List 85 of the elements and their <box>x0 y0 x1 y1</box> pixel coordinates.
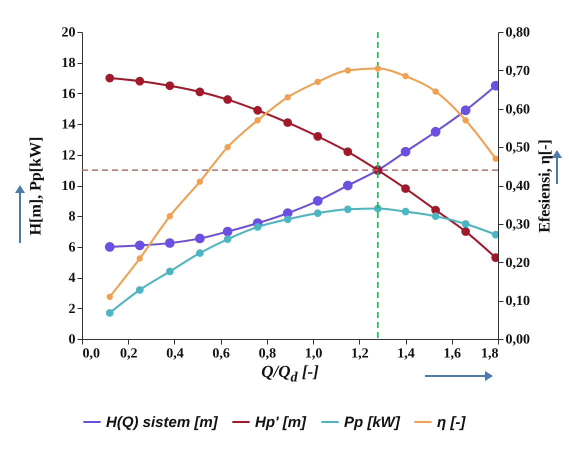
x-tick-label: 0,2 <box>120 346 138 362</box>
point <box>166 268 174 276</box>
y-tick-label: 6 <box>68 240 76 256</box>
point <box>492 155 498 162</box>
point <box>253 106 262 115</box>
y2-tick-label: 0,10 <box>506 294 530 310</box>
y-tick-label: 12 <box>62 148 76 164</box>
point <box>401 184 410 193</box>
point <box>312 196 323 206</box>
y-tick-label: 14 <box>62 118 76 133</box>
point <box>222 226 232 236</box>
legend-label: H(Q) sistem [m] <box>106 414 219 431</box>
point <box>166 213 173 220</box>
point <box>106 309 114 317</box>
point <box>374 65 381 72</box>
legend-label: η [-] <box>437 414 466 431</box>
y2-axis-title: Efesiensi, η[-] <box>536 139 554 233</box>
y2-tick-label: 0,80 <box>506 26 530 40</box>
y-axis-title: H[m], Pp[kW] <box>28 136 44 236</box>
legend-label: Hp' [m] <box>255 414 308 431</box>
y-tick-label: 2 <box>68 302 76 317</box>
point <box>343 147 352 156</box>
y-tick-label: 18 <box>62 56 76 72</box>
point <box>432 88 439 95</box>
point <box>314 78 321 86</box>
point <box>430 126 440 137</box>
y2-tick-label: 0,60 <box>506 102 530 118</box>
point <box>402 208 410 216</box>
point <box>462 220 470 228</box>
x-tick-label: 1,4 <box>397 346 415 362</box>
point <box>402 72 409 80</box>
point <box>223 95 232 104</box>
point <box>342 180 353 190</box>
point <box>284 94 291 100</box>
point <box>196 249 204 257</box>
point <box>492 230 498 238</box>
legend-label: Pp [kW] <box>344 414 401 431</box>
x-tick-label: 1,8 <box>481 346 498 362</box>
x-tick-label: 0,4 <box>166 346 184 362</box>
x-tick-label: 0,6 <box>212 346 230 362</box>
point <box>284 215 292 224</box>
x-tick-label: 1,6 <box>444 346 462 362</box>
point <box>400 146 410 157</box>
y2-tick-label: 0,40 <box>506 179 530 194</box>
y2-tick-label: 0,50 <box>506 140 530 156</box>
x-tick-label: 0,0 <box>82 346 100 362</box>
y-tick-label: 8 <box>68 210 76 225</box>
y-tick-label: 16 <box>62 86 76 102</box>
y-tick-label: 10 <box>62 179 76 194</box>
point <box>224 144 231 150</box>
x-tick-label: 0,8 <box>258 346 276 362</box>
y-tick-label: 20 <box>62 26 76 40</box>
point <box>136 255 143 262</box>
point <box>254 117 261 124</box>
y2-tick-label: 0,20 <box>506 256 530 271</box>
point <box>105 74 114 82</box>
y2-tick-label: 0,30 <box>506 217 530 232</box>
point <box>164 238 175 248</box>
x-axis-title: Q/Q$_{d}$ [-] <box>260 362 320 386</box>
point <box>283 118 292 127</box>
point <box>136 286 144 294</box>
point <box>195 234 205 244</box>
x-tick-label: 1,2 <box>351 346 369 362</box>
point <box>344 205 352 214</box>
point <box>462 117 469 124</box>
y2-tick-label: 0,00 <box>506 332 530 348</box>
point <box>344 67 351 74</box>
point <box>461 227 470 236</box>
y2-tick-label: 0,70 <box>506 64 530 79</box>
point <box>135 76 144 86</box>
point <box>313 132 322 141</box>
x-tick-label: 1,0 <box>304 346 322 362</box>
point <box>432 212 440 220</box>
point <box>224 235 232 244</box>
point <box>196 178 204 185</box>
y-tick-label: 4 <box>68 271 76 286</box>
point <box>254 223 262 231</box>
point <box>104 242 115 252</box>
y-tick-label: 0 <box>68 332 76 348</box>
point <box>165 81 174 90</box>
point <box>314 209 322 217</box>
point <box>106 294 113 300</box>
point <box>196 88 204 96</box>
point <box>460 105 470 116</box>
point <box>134 240 145 250</box>
